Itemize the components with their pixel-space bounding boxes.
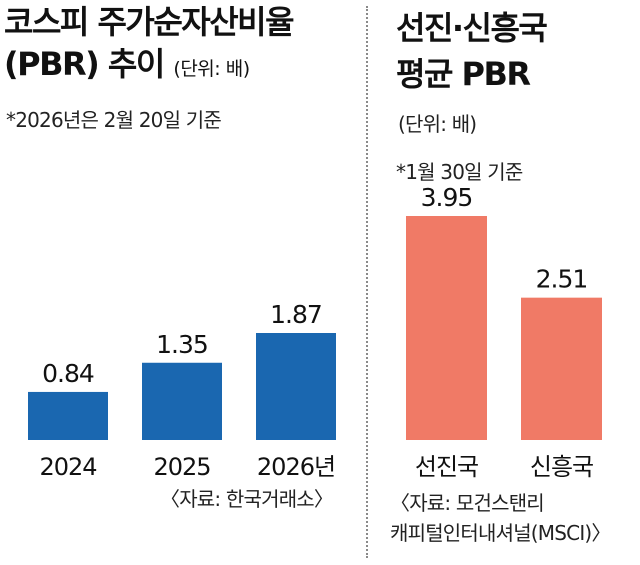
intl-bar-0 xyxy=(406,216,487,440)
kospi-value-label-0: 0.84 xyxy=(42,359,94,388)
kospi-category-label-2: 2026년 xyxy=(257,453,335,481)
intl-title-line1: 선진·신흥국 xyxy=(396,9,548,47)
intl-value-label-0: 3.95 xyxy=(421,183,473,212)
intl-value-label-1: 2.51 xyxy=(536,265,588,294)
intl-unit-label: (단위: 배) xyxy=(398,112,477,136)
kospi-source-note: 〈자료: 한국거래소〉 xyxy=(160,487,334,511)
kospi-date-note: *2026년은 2월 20일 기준 xyxy=(6,108,222,132)
kospi-pbr-bar-chart: 0.84 2024 1.35 2025 1.87 2026년 xyxy=(28,300,336,481)
kospi-value-label-1: 1.35 xyxy=(156,330,208,359)
kospi-value-label-2: 1.87 xyxy=(270,300,322,329)
kospi-category-label-0: 2024 xyxy=(39,453,96,481)
kospi-title-line1: 코스피 주가순자산비율 xyxy=(4,3,295,41)
intl-date-note: *1월 30일 기준 xyxy=(396,160,523,184)
developed-emerging-pbr-panel: 선진·신흥국 평균 PBR (단위: 배) *1월 30일 기준 3.95 선진국… xyxy=(376,0,640,565)
kospi-title-line2-row: (PBR) 추이 (단위: 배) xyxy=(4,44,250,89)
kospi-bar-1 xyxy=(142,362,222,440)
intl-category-label-1: 신흥국 xyxy=(530,453,593,481)
intl-source-line2: 캐피털인터내셔널(MSCI)〉 xyxy=(390,521,611,545)
intl-title-line2: 평균 PBR xyxy=(396,55,531,93)
kospi-bar-2 xyxy=(256,333,336,440)
kospi-category-label-1: 2025 xyxy=(153,453,210,481)
kospi-pbr-panel: 코스피 주가순자산비율 (PBR) 추이 (단위: 배) *2026년은 2월 … xyxy=(4,3,336,511)
intl-pbr-bar-chart: 3.95 선진국 2.51 신흥국 xyxy=(406,183,602,481)
kospi-title-line2: (PBR) 추이 xyxy=(4,45,165,83)
kospi-bar-0 xyxy=(28,391,108,440)
intl-bar-1 xyxy=(521,297,602,440)
intl-source-line1: 〈자료: 모건스탠리 xyxy=(390,491,545,515)
panel-divider xyxy=(366,6,368,558)
intl-category-label-0: 선진국 xyxy=(415,453,478,481)
intl-source-note: 〈자료: 모건스탠리 캐피털인터내셔널(MSCI)〉 xyxy=(390,488,611,548)
kospi-unit-label: (단위: 배) xyxy=(173,58,250,80)
